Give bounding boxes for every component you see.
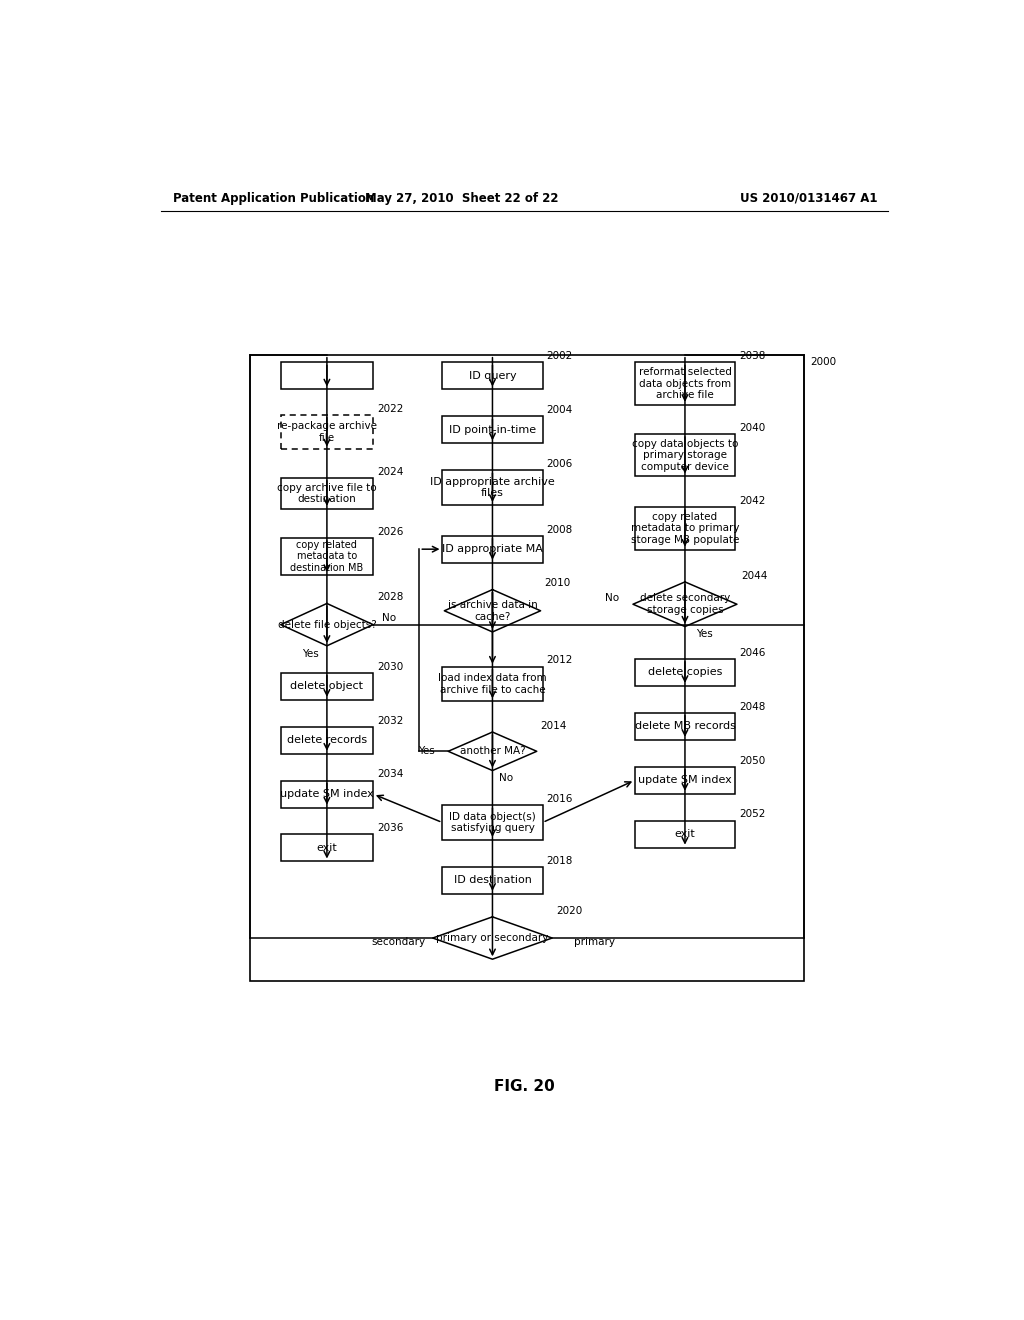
Text: 2042: 2042 [739, 496, 765, 506]
Text: primary: primary [574, 937, 615, 946]
Text: delete records: delete records [287, 735, 367, 744]
Bar [281, 726, 373, 754]
Text: delete secondary
storage copies: delete secondary storage copies [640, 594, 730, 615]
Text: FIG. 20: FIG. 20 [495, 1078, 555, 1094]
Bar [442, 667, 543, 701]
Bar [442, 470, 543, 506]
Text: 2032: 2032 [377, 715, 403, 726]
Text: May 27, 2010  Sheet 22 of 22: May 27, 2010 Sheet 22 of 22 [365, 191, 558, 205]
Text: ID appropriate MA: ID appropriate MA [442, 544, 543, 554]
Text: 2036: 2036 [377, 824, 403, 833]
Text: primary or secondary: primary or secondary [436, 933, 549, 942]
Text: 2008: 2008 [547, 524, 572, 535]
Bar [281, 414, 373, 449]
Bar [442, 416, 543, 444]
Text: No: No [382, 614, 396, 623]
Text: ID appropriate archive
files: ID appropriate archive files [430, 477, 555, 499]
Text: copy archive file to
destination: copy archive file to destination [278, 483, 377, 504]
Text: 2026: 2026 [377, 527, 403, 537]
Bar [281, 539, 373, 576]
Text: reformat selected
data objects from
archive file: reformat selected data objects from arch… [639, 367, 731, 400]
Bar [281, 834, 373, 862]
Text: No: No [605, 593, 620, 603]
Text: 2018: 2018 [547, 855, 572, 866]
Text: 2052: 2052 [739, 809, 765, 820]
Text: Yes: Yes [418, 746, 434, 756]
Text: 2016: 2016 [547, 795, 572, 804]
Bar [635, 434, 735, 477]
Bar [442, 363, 543, 389]
Bar [281, 673, 373, 700]
Text: load index data from
archive file to cache: load index data from archive file to cac… [438, 673, 547, 694]
Text: copy data objects to
primary storage
computer device: copy data objects to primary storage com… [632, 438, 738, 471]
Text: No: No [499, 774, 513, 783]
Bar [281, 780, 373, 808]
Text: copy related
metadata to
destination MB: copy related metadata to destination MB [290, 540, 364, 573]
Text: exit: exit [316, 843, 337, 853]
Bar [250, 355, 804, 981]
Text: exit: exit [675, 829, 695, 840]
Text: 2000: 2000 [810, 358, 837, 367]
Bar [281, 478, 373, 508]
Text: Yes: Yes [302, 648, 318, 659]
Text: 2050: 2050 [739, 755, 765, 766]
Text: re-package archive
file: re-package archive file [276, 421, 377, 444]
Bar [635, 363, 735, 405]
Text: US 2010/0131467 A1: US 2010/0131467 A1 [740, 191, 878, 205]
Bar [635, 713, 735, 739]
Text: another MA?: another MA? [460, 746, 525, 756]
Bar [635, 659, 735, 686]
Text: 2010: 2010 [545, 578, 570, 589]
Bar [281, 363, 373, 389]
Text: 2044: 2044 [740, 570, 767, 581]
Text: is archive data in
cache?: is archive data in cache? [447, 601, 538, 622]
Text: 2038: 2038 [739, 351, 765, 362]
Text: delete copies: delete copies [648, 668, 722, 677]
Text: secondary: secondary [371, 937, 425, 946]
Text: 2040: 2040 [739, 422, 765, 433]
Bar [442, 805, 543, 840]
Bar [442, 867, 543, 894]
Text: Patent Application Publication: Patent Application Publication [173, 191, 374, 205]
Bar [635, 767, 735, 793]
Text: 2024: 2024 [377, 467, 403, 477]
Text: update SM index: update SM index [280, 789, 374, 799]
Text: 2012: 2012 [547, 656, 572, 665]
Text: delete object: delete object [291, 681, 364, 692]
Text: ID data object(s)
satisfying query: ID data object(s) satisfying query [450, 812, 536, 833]
Text: 2030: 2030 [377, 661, 403, 672]
Text: ID query: ID query [469, 371, 516, 381]
Text: ID destination: ID destination [454, 875, 531, 886]
Text: 2048: 2048 [739, 702, 765, 711]
Text: copy related
metadata to primary
storage MB populate: copy related metadata to primary storage… [631, 512, 739, 545]
Text: 2006: 2006 [547, 459, 572, 469]
Text: 2034: 2034 [377, 770, 403, 779]
Text: Yes: Yes [696, 630, 714, 639]
Text: 2020: 2020 [556, 906, 583, 916]
Text: 2028: 2028 [377, 593, 403, 602]
Text: 2004: 2004 [547, 405, 572, 416]
Text: 2014: 2014 [541, 721, 567, 731]
Text: ID point-in-time: ID point-in-time [449, 425, 536, 434]
Text: 2046: 2046 [739, 648, 765, 657]
Bar [635, 821, 735, 847]
Text: update SM index: update SM index [638, 775, 732, 785]
Bar [442, 536, 543, 562]
Text: 2002: 2002 [547, 351, 572, 362]
Text: delete MB records: delete MB records [635, 721, 735, 731]
Text: delete file objects?: delete file objects? [278, 619, 376, 630]
Bar [635, 507, 735, 549]
Text: 2022: 2022 [377, 404, 403, 413]
